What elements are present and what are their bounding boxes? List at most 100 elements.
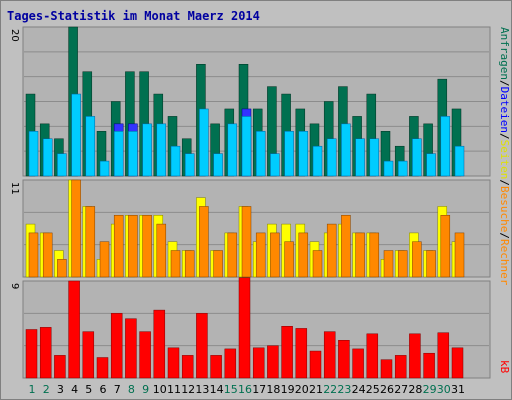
bar-besuche-day-10	[156, 223, 167, 278]
bar-besuche-day-5	[85, 206, 96, 278]
xtick-day-8: 8	[128, 383, 135, 396]
bar-dateien-day-24	[355, 138, 365, 177]
bar-kb-day-21	[309, 350, 322, 379]
bar-besuche-day-14	[213, 250, 223, 278]
xtick-day-11: 11	[167, 383, 181, 396]
bar-besuche-day-30	[440, 215, 451, 278]
bar-dateien-day-31	[454, 145, 465, 177]
bar-dateien-day-22	[326, 138, 337, 177]
xtick-day-5: 5	[85, 383, 92, 396]
bar-kb-day-26	[380, 359, 393, 379]
xtick-day-31: 31	[451, 383, 465, 396]
panels-layer	[22, 26, 491, 379]
right-label-kb: kB	[498, 360, 511, 374]
bar-kb-day-11	[167, 347, 180, 379]
xtick-day-19: 19	[281, 383, 295, 396]
bars-layer	[25, 26, 465, 379]
bar-besuche-day-17	[255, 232, 266, 278]
bar-dateien-day-20	[298, 131, 309, 177]
bar-besuche-day-4	[71, 179, 81, 278]
bar-besuche-day-1	[28, 232, 39, 278]
bar-dateien-day-5	[85, 116, 96, 177]
bar-besuche-day-3	[57, 259, 67, 278]
bar-besuche-day-31	[454, 232, 465, 278]
label-anfragen: Anfragen	[498, 27, 511, 80]
bar-besuche-day-19	[284, 241, 294, 278]
bar-dateien-day-19	[284, 131, 294, 177]
bar-kb-day-12	[181, 355, 194, 379]
bar-kb-day-22	[323, 331, 336, 379]
bar-dateien-day-10	[156, 123, 167, 177]
xtick-day-29: 29	[423, 383, 437, 396]
bar-kb-day-8	[125, 318, 137, 379]
bar-besuche-day-24	[355, 232, 365, 278]
xtick-day-16: 16	[238, 383, 252, 396]
bar-besuche-day-18	[270, 232, 280, 278]
bar-kb-day-31	[451, 347, 464, 379]
right-label-top: Anfragen/Dateien/Seiten/Besuche/Rechner	[498, 27, 511, 286]
bar-besuche-day-12	[184, 250, 195, 278]
bar-kb-day-15	[224, 348, 237, 379]
bar-besuche-day-13	[199, 206, 209, 278]
bar-dateien-day-17	[255, 131, 266, 177]
xtick-day-3: 3	[57, 383, 64, 396]
bar-dateien-day-30	[440, 116, 451, 177]
bar-kb-day-2	[39, 327, 52, 379]
ytick-pages-visits: 11	[9, 182, 20, 195]
bar-dateien-day-26	[383, 160, 394, 177]
bar-kb-day-27	[394, 355, 407, 379]
bar-besuche-day-20	[298, 232, 309, 278]
xtick-day-9: 9	[142, 383, 149, 396]
bar-besuche-day-26	[383, 250, 394, 278]
bar-dateien-day-27	[397, 160, 408, 177]
xtick-day-25: 25	[366, 383, 380, 396]
bar-dateien-day-28	[412, 138, 422, 177]
label-sep-3: /	[498, 179, 511, 186]
bar-besuche-day-11	[170, 250, 181, 278]
bar-kb-day-23	[338, 340, 350, 379]
bar-kb-day-6	[96, 357, 109, 379]
bar-kb-day-29	[423, 352, 435, 379]
label-kb: kB	[498, 360, 511, 374]
bar-kb-day-19	[281, 326, 293, 379]
bar-besuche-day-28	[412, 241, 422, 278]
bar-kb-day-3	[54, 355, 66, 379]
bar-dateien-day-29	[426, 153, 436, 177]
bar-dateien-day-16	[241, 116, 252, 177]
ytick-requests-files: 20	[9, 29, 20, 42]
bar-dateien-day-25	[369, 138, 380, 177]
bar-kb-day-10	[153, 309, 166, 379]
bar-besuche-day-7	[113, 215, 124, 278]
bar-kb-day-13	[196, 313, 208, 379]
bar-besuche-day-6	[99, 241, 110, 278]
bar-besuche-day-2	[42, 232, 53, 278]
bar-dateien-day-13	[199, 108, 209, 177]
bar-besuche-day-25	[369, 232, 380, 278]
label-besuche: Besuche	[498, 186, 511, 232]
label-sep-1: /	[498, 80, 511, 87]
xtick-day-18: 18	[266, 383, 280, 396]
bar-dateien-day-7	[113, 131, 124, 177]
bar-besuche-day-21	[312, 250, 323, 278]
xtick-day-2: 2	[43, 383, 50, 396]
bar-dateien-day-8	[128, 131, 138, 177]
bar-dateien-day-4	[71, 93, 81, 177]
bar-dateien-day-9	[142, 123, 152, 177]
bar-dateien-day-21	[312, 145, 323, 177]
xtick-day-20: 20	[295, 383, 309, 396]
bar-besuche-day-9	[142, 215, 152, 278]
xtick-day-23: 23	[337, 383, 351, 396]
bar-kb-day-9	[139, 331, 151, 379]
bar-besuche-day-27	[397, 250, 408, 278]
bar-besuche-day-16	[241, 206, 252, 278]
bar-besuche-day-8	[128, 215, 138, 278]
bar-besuche-day-22	[326, 223, 337, 278]
bar-dateien-day-3	[57, 153, 67, 177]
label-rechner: Rechner	[498, 239, 511, 286]
bar-dateien-day-6	[99, 160, 110, 177]
label-seiten: Seiten	[498, 140, 511, 180]
bar-besuche-day-23	[341, 215, 351, 278]
chart-title: Tages-Statistik im Monat Maerz 2014	[7, 9, 260, 23]
xtick-day-4: 4	[71, 383, 78, 396]
